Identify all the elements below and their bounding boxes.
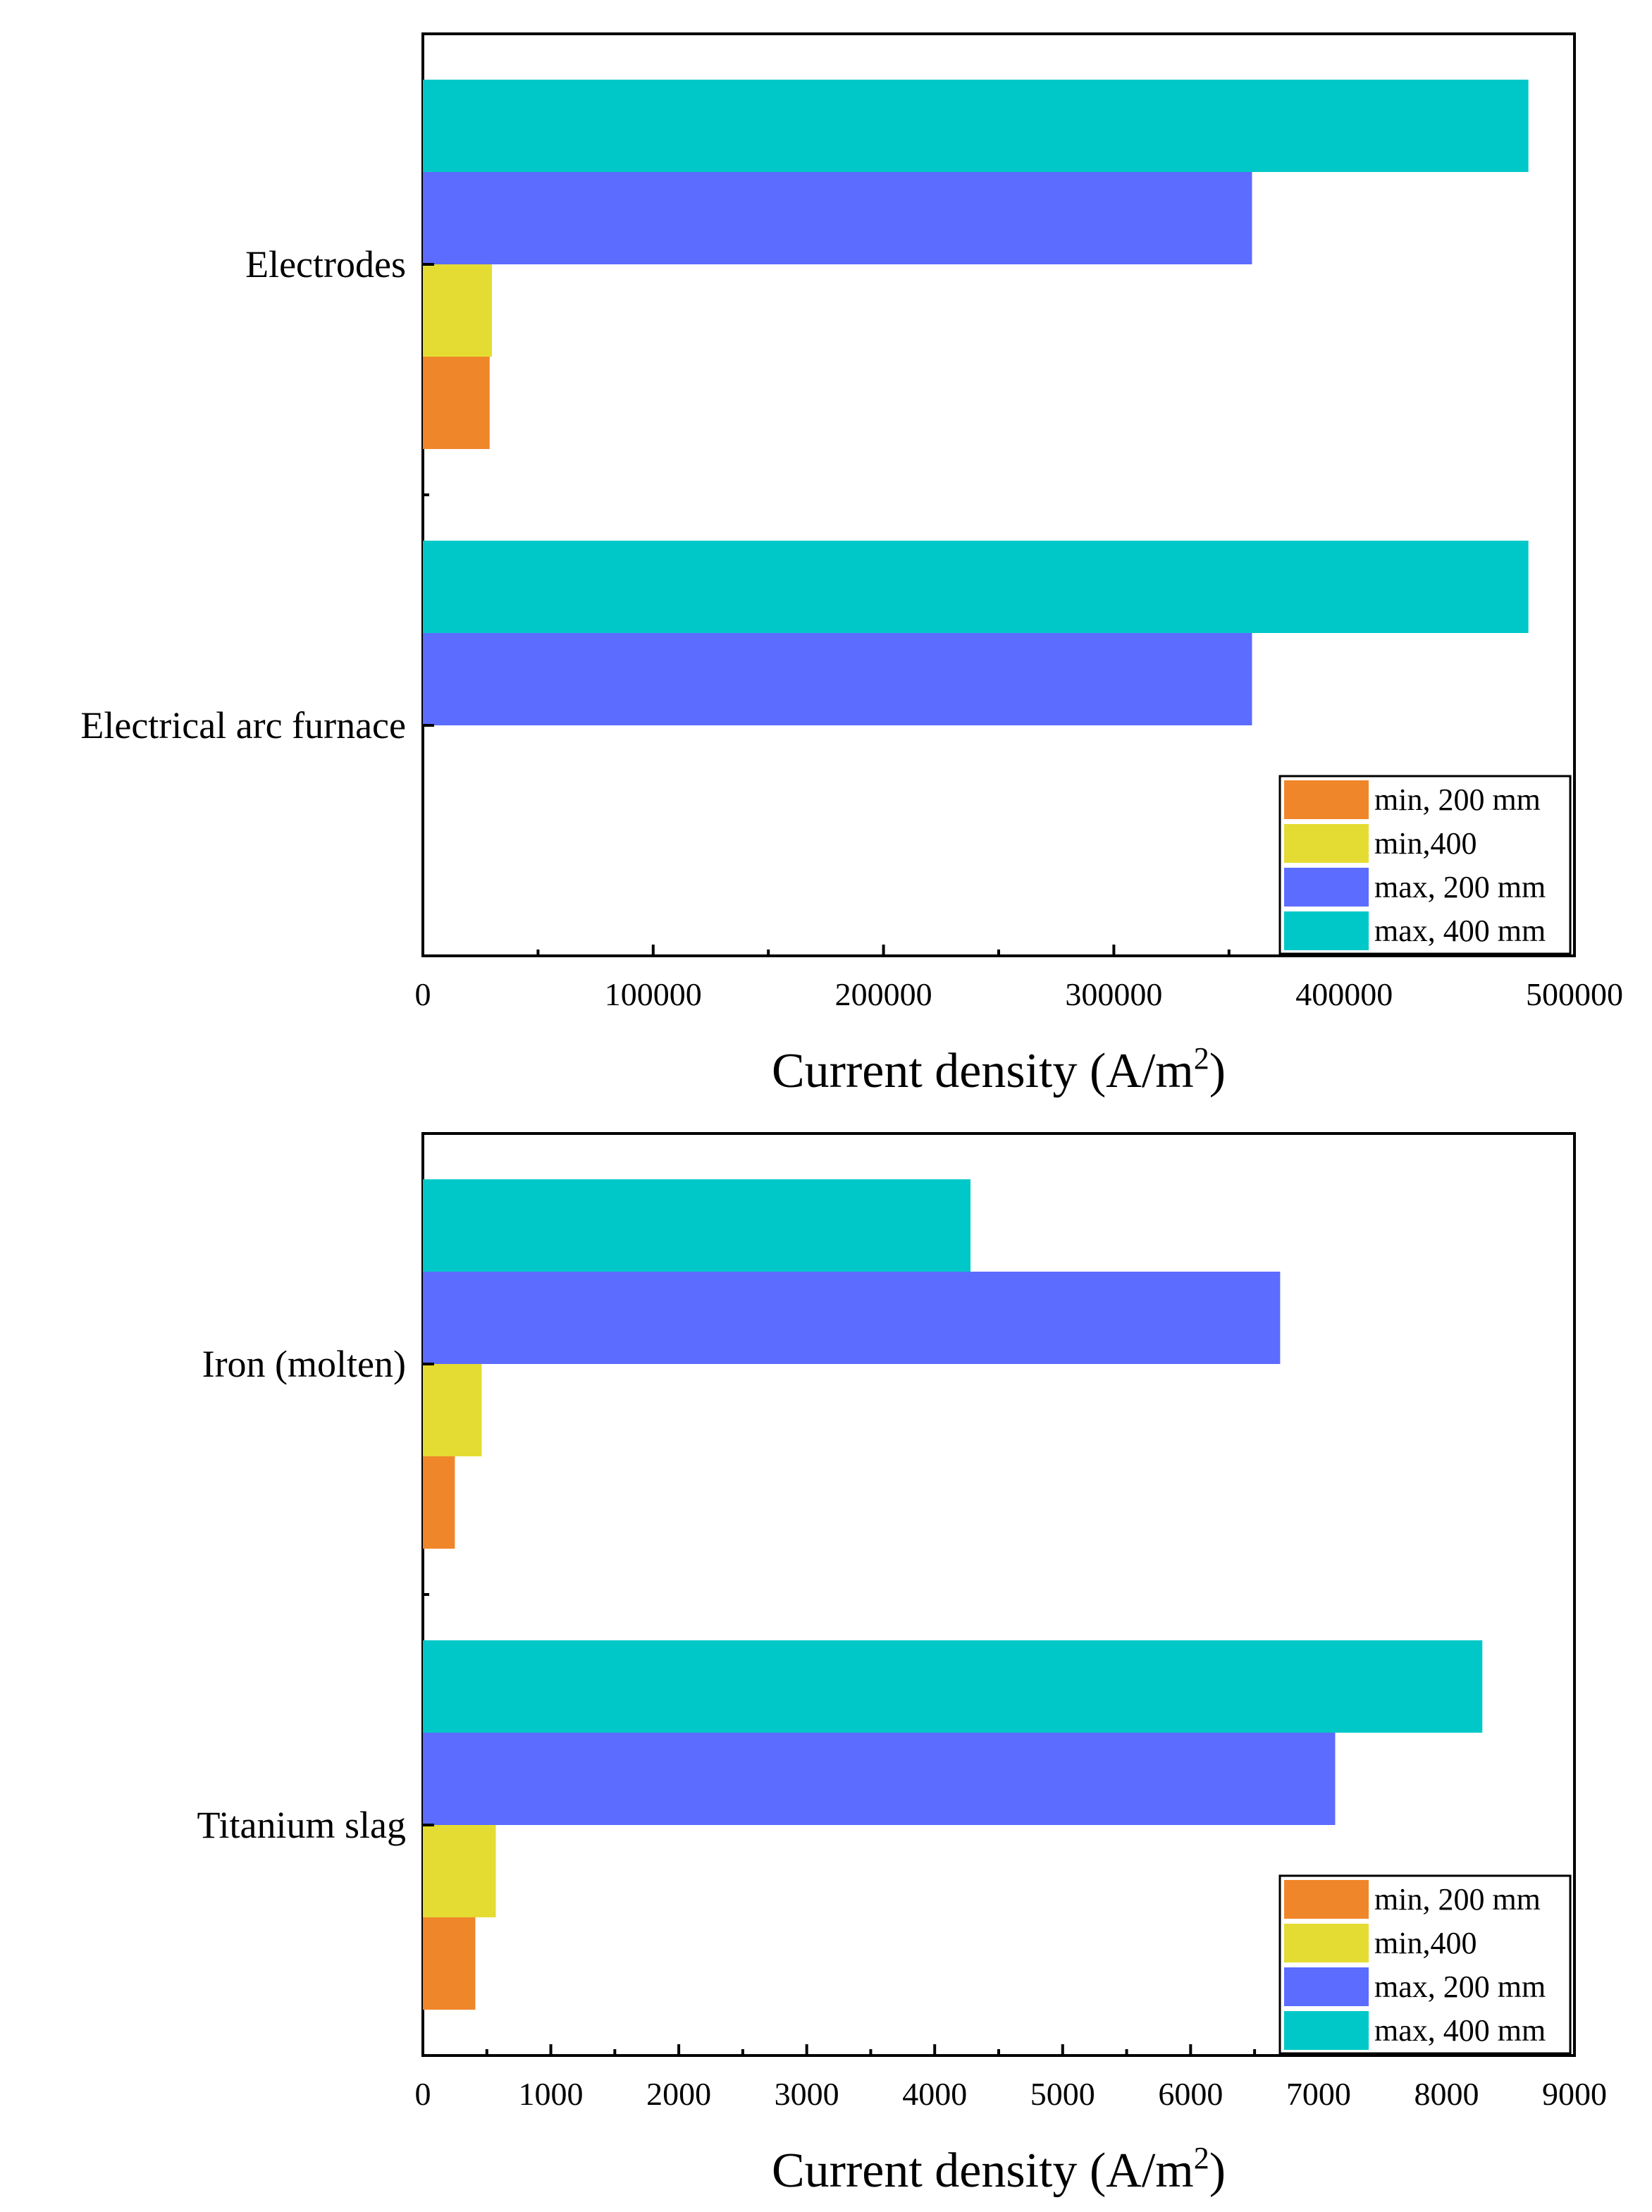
category-label: Electrical arc furnace bbox=[80, 704, 406, 746]
x-tick-label: 3000 bbox=[775, 2076, 839, 2112]
legend-label: min,400 bbox=[1374, 1926, 1477, 1960]
x-tick-label: 100000 bbox=[605, 976, 702, 1012]
x-tick-label: 4000 bbox=[902, 2076, 967, 2112]
bar bbox=[423, 1272, 1281, 1364]
bar bbox=[423, 633, 1252, 725]
legend-swatch bbox=[1284, 1880, 1369, 1919]
legend-swatch bbox=[1284, 911, 1369, 950]
bar bbox=[423, 357, 490, 449]
legend: min, 200 mm min,400 max, 200 mm max, 400 mm bbox=[1278, 1874, 1572, 2055]
x-tick-label: 300000 bbox=[1065, 976, 1162, 1012]
x-tick-label: 500000 bbox=[1526, 976, 1623, 1012]
legend-swatch bbox=[1284, 1924, 1369, 1962]
legend-swatch bbox=[1284, 824, 1369, 863]
bar bbox=[423, 1640, 1483, 1733]
bar bbox=[423, 1825, 496, 1917]
chart-panel-top: Electrical arc furnace Electrodes 0 100000 2… bbox=[80, 32, 1623, 1098]
x-tick-label: 200000 bbox=[835, 976, 932, 1012]
x-tick-label: 8000 bbox=[1414, 2076, 1479, 2112]
bar bbox=[423, 1364, 482, 1456]
legend-swatch bbox=[1284, 868, 1369, 907]
bars-group bbox=[423, 1179, 1483, 2010]
bar bbox=[423, 1456, 455, 1549]
legend-label: max, 400 mm bbox=[1374, 914, 1546, 948]
bar bbox=[423, 80, 1529, 172]
chart-panel-bottom: Titanium slag Iron (molten) 0 1000 2000 3000 4… bbox=[197, 1132, 1607, 2198]
x-axis-title-sup: 2 bbox=[1194, 2141, 1209, 2175]
axes-group: Electrical arc furnace Electrodes 0 100000 2… bbox=[80, 243, 1623, 1012]
legend-label: min,400 bbox=[1374, 826, 1477, 861]
legend-swatch bbox=[1284, 2011, 1369, 2050]
legend-label: min, 200 mm bbox=[1374, 1882, 1541, 1917]
x-tick-label: 7000 bbox=[1286, 2076, 1351, 2112]
x-axis-title: Current density (A/m2) bbox=[772, 2141, 1226, 2198]
x-tick-label: 400000 bbox=[1295, 976, 1393, 1012]
x-tick-label: 1000 bbox=[519, 2076, 584, 2112]
category-label: Electrodes bbox=[245, 243, 406, 285]
category-label: Titanium slag bbox=[197, 1804, 406, 1846]
x-tick-label: 0 bbox=[415, 976, 431, 1012]
bar bbox=[423, 541, 1529, 633]
legend-label: min, 200 mm bbox=[1374, 782, 1541, 817]
bar bbox=[423, 1733, 1336, 1825]
x-axis-title-sup: 2 bbox=[1194, 1041, 1209, 1076]
legend-swatch bbox=[1284, 780, 1369, 819]
legend: min, 200 mm min,400 max, 200 mm max, 400 mm bbox=[1278, 775, 1572, 955]
legend-label: max, 400 mm bbox=[1374, 2013, 1546, 2048]
x-axis-title: Current density (A/m2) bbox=[772, 1041, 1226, 1098]
x-tick-label: 2000 bbox=[646, 2076, 711, 2112]
legend-label: max, 200 mm bbox=[1374, 870, 1546, 904]
category-label: Iron (molten) bbox=[202, 1343, 406, 1385]
legend-label: max, 200 mm bbox=[1374, 1970, 1546, 2004]
bars-group bbox=[423, 80, 1529, 725]
x-axis-title-close: ) bbox=[1209, 2144, 1226, 2198]
bar bbox=[423, 172, 1252, 264]
x-axis-title-close: ) bbox=[1209, 1044, 1226, 1098]
bar bbox=[423, 1179, 971, 1272]
x-tick-label: 0 bbox=[415, 2076, 431, 2112]
x-tick-label: 6000 bbox=[1158, 2076, 1223, 2112]
legend-swatch bbox=[1284, 1967, 1369, 2006]
x-axis-title-text: Current density (A/m bbox=[772, 2144, 1194, 2198]
x-tick-label: 5000 bbox=[1030, 2076, 1095, 2112]
x-axis-title-text: Current density (A/m bbox=[772, 1044, 1194, 1098]
axes-group: Titanium slag Iron (molten) 0 1000 2000 3000 4… bbox=[197, 1343, 1607, 2112]
bar bbox=[423, 1917, 476, 2010]
x-tick-label: 9000 bbox=[1542, 2076, 1607, 2112]
bar bbox=[423, 264, 493, 357]
